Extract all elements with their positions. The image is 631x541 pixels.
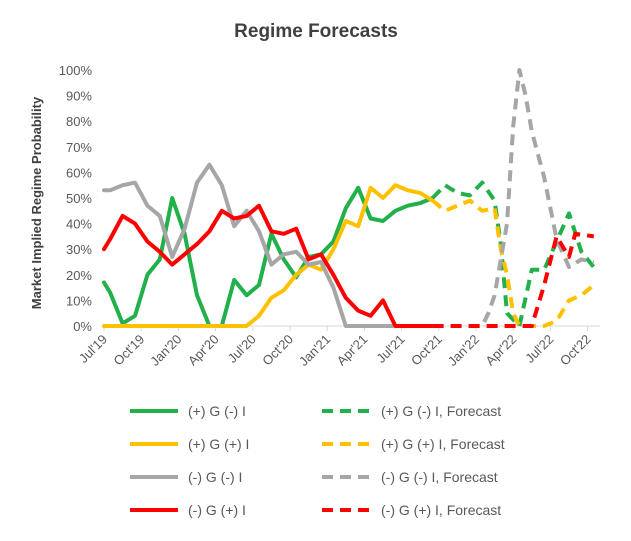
x-tick-label: Apr'21 [334, 332, 371, 369]
series-line-4 [102, 203, 435, 328]
y-tick-label: 30% [66, 242, 92, 257]
x-tick-label: Jul'22 [522, 332, 556, 366]
series-layer [102, 68, 596, 328]
legend-label: (-) G (-) I, Forecast [381, 469, 498, 485]
legend-label: (+) G (+) I, Forecast [381, 436, 505, 452]
legend-label: (+) G (-) I [188, 403, 246, 419]
y-axis-ticks: 0% 10% 20% 30% 40% 50% 60% 70% 80% 90% 100% [59, 63, 93, 334]
x-tick-label: Jan'22 [445, 332, 482, 369]
y-tick-label: 70% [66, 140, 92, 155]
x-tick-label: Jan'20 [147, 332, 184, 369]
legend: (+) G (-) I (+) G (+) I (-) G (-) I (-) G (… [130, 403, 505, 518]
x-tick-label: Apr'20 [185, 332, 222, 369]
y-tick-label: 90% [66, 89, 92, 104]
x-axis-ticks: Jul'19 Oct'19 Jan'20 Apr'20 Jul'20 Oct'20 Jan'… [76, 326, 594, 369]
y-tick-label: 10% [66, 293, 92, 308]
y-tick-label: 50% [66, 191, 92, 206]
x-tick-label: Oct'22 [557, 332, 594, 369]
series-line-6 [431, 198, 596, 328]
legend-label: (-) G (+) I, Forecast [381, 502, 501, 518]
y-tick-label: 40% [66, 217, 92, 232]
legend-label: (-) G (-) I [188, 469, 242, 485]
series-line-3 [102, 162, 435, 328]
series-line-1 [102, 185, 435, 328]
legend-label: (-) G (+) I [188, 502, 246, 518]
y-tick-label: 60% [66, 165, 92, 180]
y-axis-title: Market Implied Regime Probability [29, 96, 44, 309]
series-line-8 [432, 231, 595, 328]
legend-label: (+) G (+) I [188, 436, 249, 452]
y-tick-label: 80% [66, 114, 92, 129]
series-line-5 [431, 180, 596, 328]
legend-label: (+) G (-) I, Forecast [381, 403, 501, 419]
x-tick-label: Jul'19 [76, 332, 110, 366]
y-tick-label: 20% [66, 268, 92, 283]
chart-title: Regime Forecasts [234, 21, 398, 42]
x-tick-label: Oct'21 [408, 332, 445, 369]
series-line-7 [432, 68, 595, 328]
x-tick-label: Jul'20 [225, 332, 259, 366]
x-tick-label: Oct'19 [110, 332, 147, 369]
y-tick-label: 100% [59, 63, 93, 78]
y-tick-label: 0% [73, 319, 92, 334]
series-line-2 [102, 183, 435, 328]
x-tick-label: Apr'22 [482, 332, 519, 369]
x-tick-label: Jan'21 [296, 332, 333, 369]
x-tick-label: Jul'21 [373, 332, 407, 366]
x-tick-label: Oct'20 [259, 332, 296, 369]
